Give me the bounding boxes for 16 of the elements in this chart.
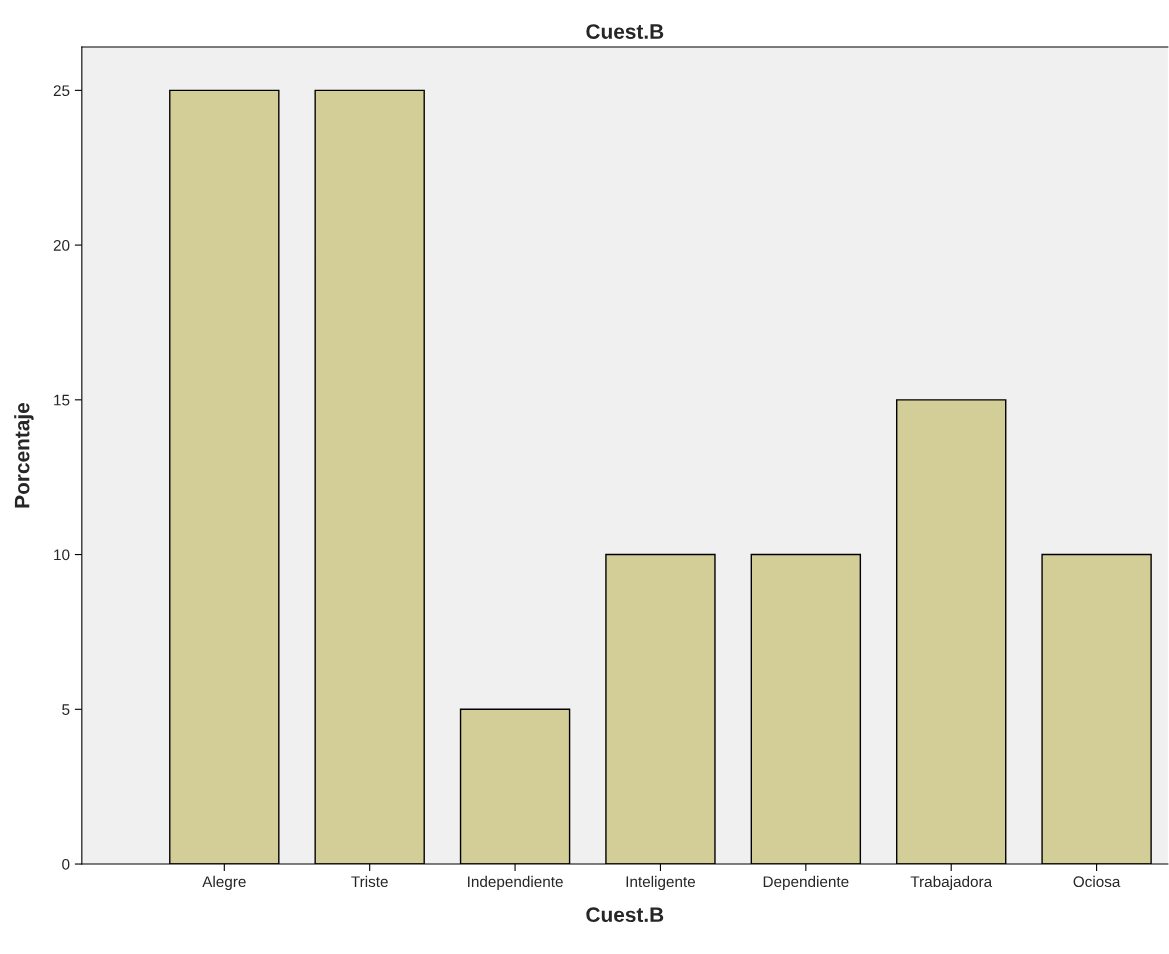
x-tick-label: Ociosa bbox=[1073, 875, 1121, 888]
x-tick-label: Triste bbox=[351, 875, 388, 888]
y-axis-title: Porcentaje bbox=[14, 402, 34, 508]
y-tick-label: 10 bbox=[54, 549, 70, 561]
x-tick-label: Inteligente bbox=[626, 875, 696, 891]
x-axis-title: Cuest.B bbox=[586, 907, 664, 923]
x-tick-label: Dependiente bbox=[763, 875, 849, 891]
y-tick-label: 5 bbox=[62, 704, 70, 715]
y-tick-label: 20 bbox=[53, 239, 70, 251]
x-tick-label: Trabajadora bbox=[910, 875, 993, 891]
y-tick-label: 0 bbox=[62, 858, 70, 870]
y-tick-label: 25 bbox=[53, 85, 70, 97]
chart-title: Cuest.B bbox=[586, 24, 664, 39]
x-tick-label: Independiente bbox=[468, 875, 563, 891]
x-tick-label: Alegre bbox=[202, 875, 246, 891]
y-tick-label: 15 bbox=[54, 394, 70, 406]
